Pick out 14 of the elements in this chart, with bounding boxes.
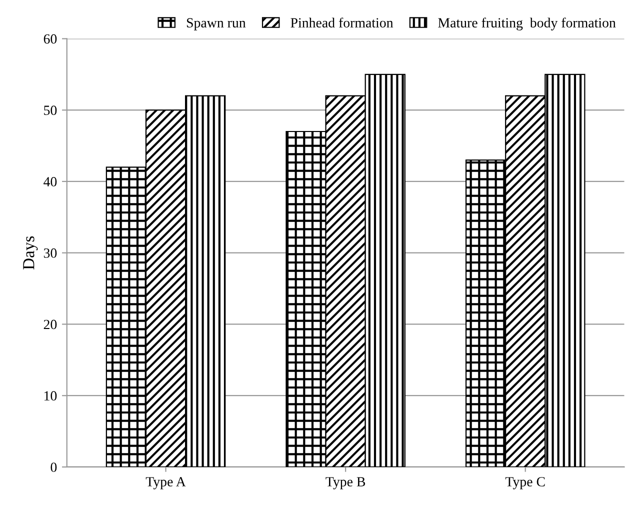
y-tick-label: 0 xyxy=(50,462,57,472)
y-tick-label: 10 xyxy=(44,391,57,401)
y-axis-title: Days xyxy=(23,236,38,270)
legend-label: Spawn run xyxy=(186,18,246,30)
x-tick-label: Type A xyxy=(146,477,186,490)
y-tick-label: 50 xyxy=(44,106,57,116)
x-tick-label: Type C xyxy=(505,477,545,490)
y-tick-label: 30 xyxy=(44,248,57,258)
y-tick-label: 20 xyxy=(44,320,57,330)
y-tick-label: 40 xyxy=(44,177,57,186)
legend-label: Pinhead formation xyxy=(290,18,394,28)
x-tick-label: Type B xyxy=(326,477,366,490)
y-tick-label: 60 xyxy=(44,34,57,44)
legend-label: Mature fruiting body formation xyxy=(438,18,616,30)
